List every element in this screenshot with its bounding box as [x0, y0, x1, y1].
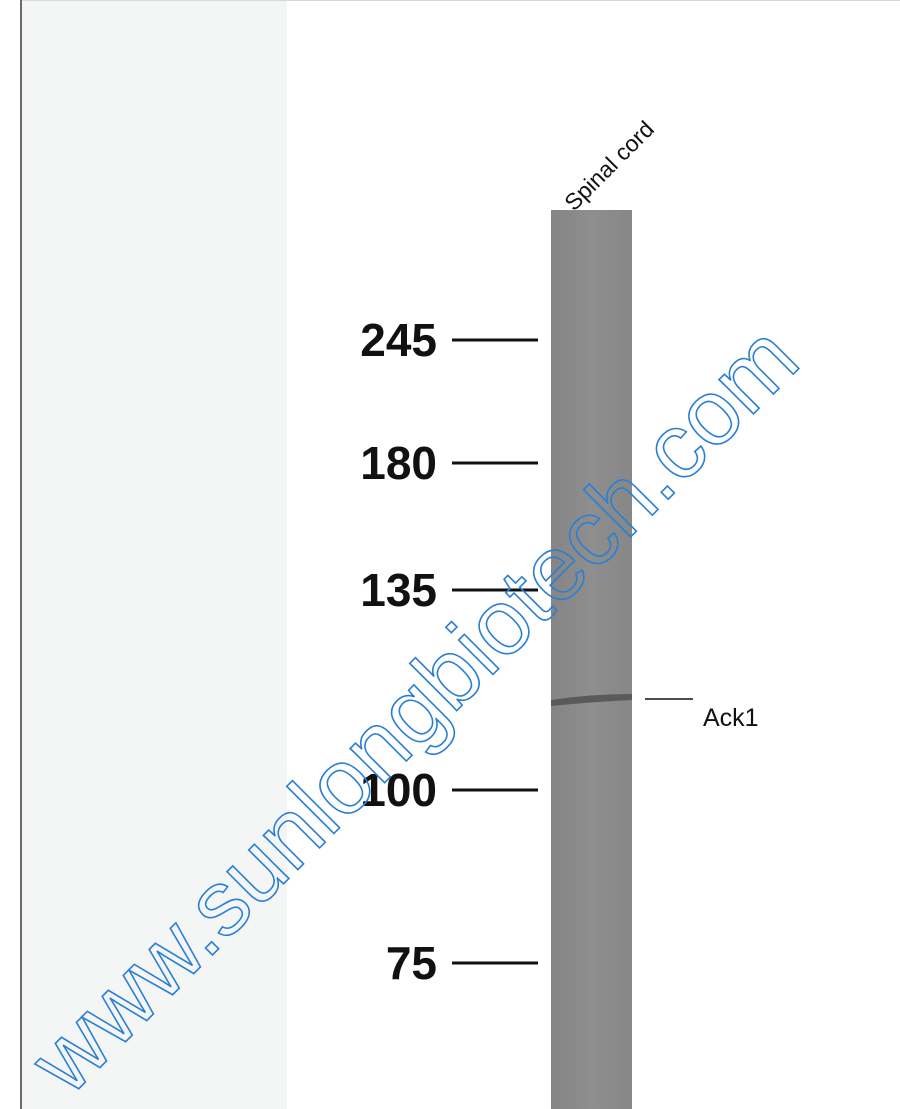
top-border: [22, 0, 900, 1]
marker-label: 135: [360, 564, 437, 616]
band-label: Ack1: [703, 704, 759, 732]
marker-label: 180: [360, 437, 437, 489]
lane: [551, 210, 632, 1109]
marker-label: 245: [360, 314, 437, 366]
left-border: [20, 0, 22, 1109]
marker-label: 75: [386, 937, 437, 989]
page: Spinal cord Ack1 24518013510075 www.sunl…: [0, 0, 900, 1109]
